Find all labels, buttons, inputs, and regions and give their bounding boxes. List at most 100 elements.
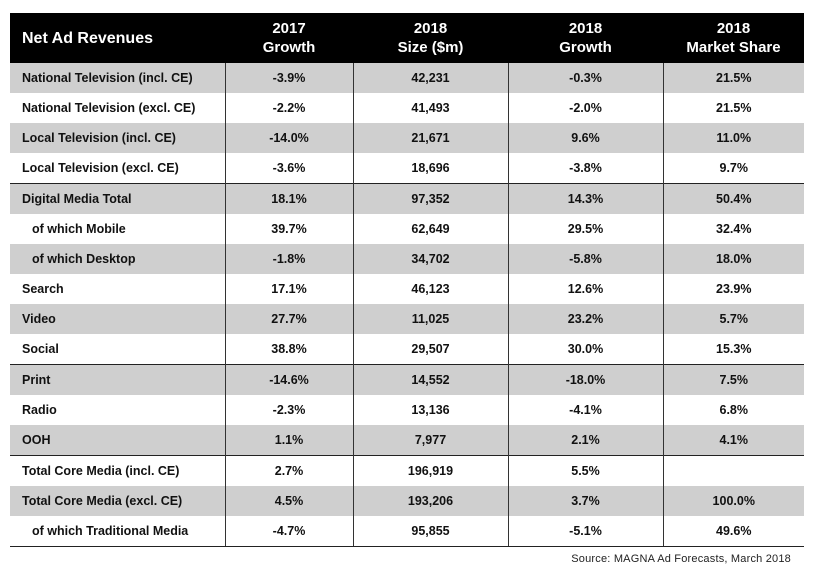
table-cell: 50.4% (662, 183, 804, 214)
table-cell: 42,231 (352, 63, 508, 93)
column-header-2-line-1: Size ($m) (397, 39, 464, 56)
ad-revenue-table: Net Ad Revenues 2017 Growth 2018 Size ($m) 20… (10, 13, 804, 547)
table-cell: 9.7% (662, 153, 804, 184)
table-cell: 14,552 (352, 364, 508, 395)
table-cell: 18.1% (224, 183, 353, 214)
table-row: Local Television (excl. CE) -3.6% 18,696 -3… (10, 153, 804, 184)
row-label: Local Television (excl. CE) (22, 161, 179, 175)
table-cell: 46,123 (352, 274, 508, 304)
row-label: Video (10, 304, 225, 334)
table-cell: 49.6% (662, 516, 804, 547)
table-row: Radio -2.3% 13,136 -4.1% 6.8% (10, 395, 804, 425)
table-cell: 21,671 (352, 123, 508, 153)
column-header-2: 2018 Size ($m) (353, 13, 508, 63)
table-cell: 15.3% (662, 334, 804, 365)
table-cell: 13,136 (352, 395, 508, 425)
table-cell: 7,977 (352, 425, 508, 456)
table-cell: 100.0% (662, 486, 804, 516)
table-row: National Television (excl. CE) -2.2% 41,49… (10, 93, 804, 123)
table-cell: 62,649 (352, 214, 508, 244)
column-header-1: 2017 Growth (225, 13, 353, 63)
column-header-0-line-0: Net Ad Revenues (22, 29, 153, 47)
table-cell: 95,855 (352, 516, 508, 547)
table-cell: 41,493 (352, 93, 508, 123)
row-label: Total Core Media (incl. CE) (10, 455, 225, 486)
table-row: Total Core Media (incl. CE) 2.7% 196,919 5.… (10, 455, 804, 486)
row-label: Print (10, 364, 225, 395)
table-cell: -2.3% (224, 395, 353, 425)
row-label: Total Core Media (excl. CE) (10, 486, 225, 516)
row-label: Search (22, 282, 64, 296)
table-cell: 5.7% (662, 304, 804, 334)
table-row: Social 38.8% 29,507 30.0% 15.3% (10, 334, 804, 365)
table-row: of which Desktop -1.8% 34,702 -5.8% 18.0% (10, 244, 804, 274)
table-cell: -4.1% (507, 395, 663, 425)
table-cell: 5.5% (507, 455, 663, 486)
table-cell: 3.7% (507, 486, 663, 516)
table-cell: -0.3% (507, 63, 663, 93)
table-cell: -5.1% (507, 516, 663, 547)
table-cell: 23.9% (662, 274, 804, 304)
table-cell: 18.0% (662, 244, 804, 274)
table-row: Print -14.6% 14,552 -18.0% 7.5% (10, 364, 804, 395)
table-cell: 23.2% (507, 304, 663, 334)
row-label: of which Desktop (10, 244, 225, 274)
table-cell: 29.5% (507, 214, 663, 244)
table-cell: 21.5% (662, 93, 804, 123)
table-cell: 34,702 (352, 244, 508, 274)
table-row: Digital Media Total 18.1% 97,352 14.3% 50.4% (10, 183, 804, 214)
table-row: Local Television (incl. CE) -14.0% 21,671 9… (10, 123, 804, 153)
table-cell: 97,352 (352, 183, 508, 214)
table-cell: -18.0% (507, 364, 663, 395)
row-label: Social (22, 342, 59, 356)
table-row: Total Core Media (excl. CE) 4.5% 193,206 3.… (10, 486, 804, 516)
header-row: Net Ad Revenues 2017 Growth 2018 Size ($m) 20… (10, 13, 804, 63)
table-cell: 14.3% (507, 183, 663, 214)
table-cell: 7.5% (662, 364, 804, 395)
table-cell: 2.1% (507, 425, 663, 456)
table-cell: 6.8% (662, 395, 804, 425)
table-row: of which Mobile 39.7% 62,649 29.5% 32.4% (10, 214, 804, 244)
table-cell: 32.4% (662, 214, 804, 244)
column-header-3: 2018 Growth (508, 13, 663, 63)
source-note: Source: MAGNA Ad Forecasts, March 2018 (571, 553, 791, 565)
table-row: OOH 1.1% 7,977 2.1% 4.1% (10, 425, 804, 456)
table-row: Search 17.1% 46,123 12.6% 23.9% (10, 274, 804, 304)
table-cell (662, 455, 804, 486)
table-row: of which Traditional Media -4.7% 95,855 -5.… (10, 516, 804, 547)
table-cell: -2.2% (224, 93, 353, 123)
column-header-3-line-1: Growth (559, 39, 612, 56)
row-label: OOH (10, 425, 225, 456)
table-cell: -2.0% (507, 93, 663, 123)
table-cell: 12.6% (507, 274, 663, 304)
table-cell: 21.5% (662, 63, 804, 93)
table-cell: -3.9% (224, 63, 353, 93)
table-cell: -14.6% (224, 364, 353, 395)
table-cell: 196,919 (352, 455, 508, 486)
column-header-2-line-0: 2018 (413, 20, 448, 37)
table-cell: 17.1% (224, 274, 353, 304)
table-cell: 4.5% (224, 486, 353, 516)
table-row: National Television (incl. CE) -3.9% 42,23… (10, 63, 804, 93)
table-cell: -5.8% (507, 244, 663, 274)
table-cell: -4.7% (224, 516, 353, 547)
row-label: of which Mobile (32, 222, 126, 236)
table-header: Net Ad Revenues 2017 Growth 2018 Size ($m) 20… (10, 13, 804, 63)
table-body: National Television (incl. CE) -3.9% 42,23… (10, 63, 804, 547)
table-cell: 29,507 (352, 334, 508, 365)
column-header-0: Net Ad Revenues (10, 13, 225, 63)
table-cell: 193,206 (352, 486, 508, 516)
table-cell: 30.0% (507, 334, 663, 365)
column-header-4-line-0: 2018 (716, 20, 751, 37)
row-label: Radio (22, 403, 57, 417)
table-cell: -3.8% (507, 153, 663, 184)
row-label: Digital Media Total (10, 183, 225, 214)
row-label: National Television (excl. CE) (22, 101, 196, 115)
column-header-4: 2018 Market Share (663, 13, 804, 63)
table-cell: -14.0% (224, 123, 353, 153)
table-cell: 38.8% (224, 334, 353, 365)
column-header-4-line-1: Market Share (686, 39, 781, 56)
table-cell: 39.7% (224, 214, 353, 244)
row-label: Local Television (incl. CE) (10, 123, 225, 153)
table-cell: 1.1% (224, 425, 353, 456)
